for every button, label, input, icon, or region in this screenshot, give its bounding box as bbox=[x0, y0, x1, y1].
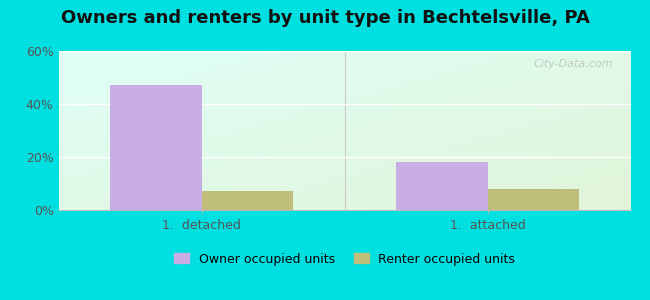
Text: City-Data.com: City-Data.com bbox=[534, 59, 614, 69]
Bar bbox=[110, 85, 202, 210]
Bar bbox=[396, 162, 488, 210]
Bar bbox=[488, 189, 579, 210]
Legend: Owner occupied units, Renter occupied units: Owner occupied units, Renter occupied un… bbox=[168, 248, 521, 271]
Text: Owners and renters by unit type in Bechtelsville, PA: Owners and renters by unit type in Becht… bbox=[60, 9, 590, 27]
Bar bbox=[202, 191, 293, 210]
